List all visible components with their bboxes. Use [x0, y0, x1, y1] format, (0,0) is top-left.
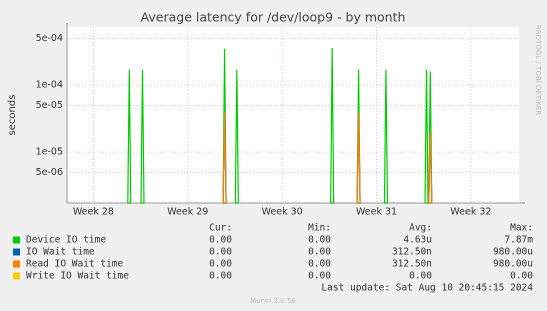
- plot-area: [67, 27, 519, 203]
- spike: [383, 69, 389, 204]
- spike: [127, 69, 132, 204]
- spike: [424, 69, 429, 204]
- legend-header: Min:: [308, 223, 331, 234]
- y-axis-label: seconds: [7, 95, 18, 136]
- y-tick-label: 5e-06: [36, 167, 63, 178]
- legend-value: 312.50n: [392, 259, 432, 270]
- x-tick-label: Week 32: [450, 207, 491, 218]
- chart-title: Average latency for /dev/loop9 - by mont…: [141, 10, 406, 25]
- spike: [330, 47, 335, 204]
- legend-value: 0.00: [209, 259, 232, 270]
- side-text: RRDTOOL / TOBI OETIKER: [534, 25, 542, 115]
- legend-label: Device IO time: [26, 235, 106, 246]
- spike: [428, 131, 433, 204]
- spike: [140, 69, 145, 204]
- y-tick-label: 5e-05: [36, 100, 63, 111]
- legend-label: Write IO Wait time: [26, 271, 129, 282]
- legend-swatch: [13, 236, 20, 244]
- legend-value: 0.00: [209, 271, 232, 282]
- legend-value: 0.00: [409, 271, 432, 282]
- y-tick-label: 1e-05: [36, 147, 63, 158]
- spike: [234, 69, 239, 204]
- spike: [222, 111, 227, 204]
- legend-value: 312.50n: [392, 247, 432, 258]
- legend-swatch: [13, 248, 20, 256]
- legend-value: 4.63u: [403, 235, 432, 246]
- legend-swatch: [13, 272, 20, 280]
- spike: [356, 111, 361, 204]
- x-tick-label: Week 28: [73, 207, 114, 218]
- x-tick-label: Week 29: [167, 207, 208, 218]
- y-tick-label: 1e-04: [36, 80, 63, 91]
- legend-value: 0.00: [510, 271, 533, 282]
- legend-header: Max:: [510, 223, 533, 234]
- legend-value: 0.00: [209, 247, 232, 258]
- last-update: Last update: Sat Aug 10 20:45:15 2024: [321, 283, 533, 294]
- x-tick-label: Week 31: [356, 207, 397, 218]
- legend-swatch: [13, 260, 20, 268]
- legend-value: 0.00: [308, 247, 331, 258]
- legend-value: 980.00u: [493, 247, 533, 258]
- legend-value: 0.00: [209, 235, 232, 246]
- legend-value: 0.00: [308, 235, 331, 246]
- legend-header: Cur:: [209, 223, 232, 234]
- footer: Munin 2.0.56: [250, 297, 296, 305]
- legend-header: Avg:: [409, 223, 432, 234]
- legend-value: 7.87m: [504, 235, 533, 246]
- legend-label: Read IO Wait time: [26, 259, 124, 270]
- legend-value: 980.00u: [493, 259, 533, 270]
- legend-value: 0.00: [308, 259, 331, 270]
- legend-label: IO Wait time: [26, 247, 95, 258]
- legend-value: 0.00: [308, 271, 331, 282]
- x-tick-label: Week 30: [262, 207, 303, 218]
- y-tick-label: 5e-04: [36, 33, 63, 44]
